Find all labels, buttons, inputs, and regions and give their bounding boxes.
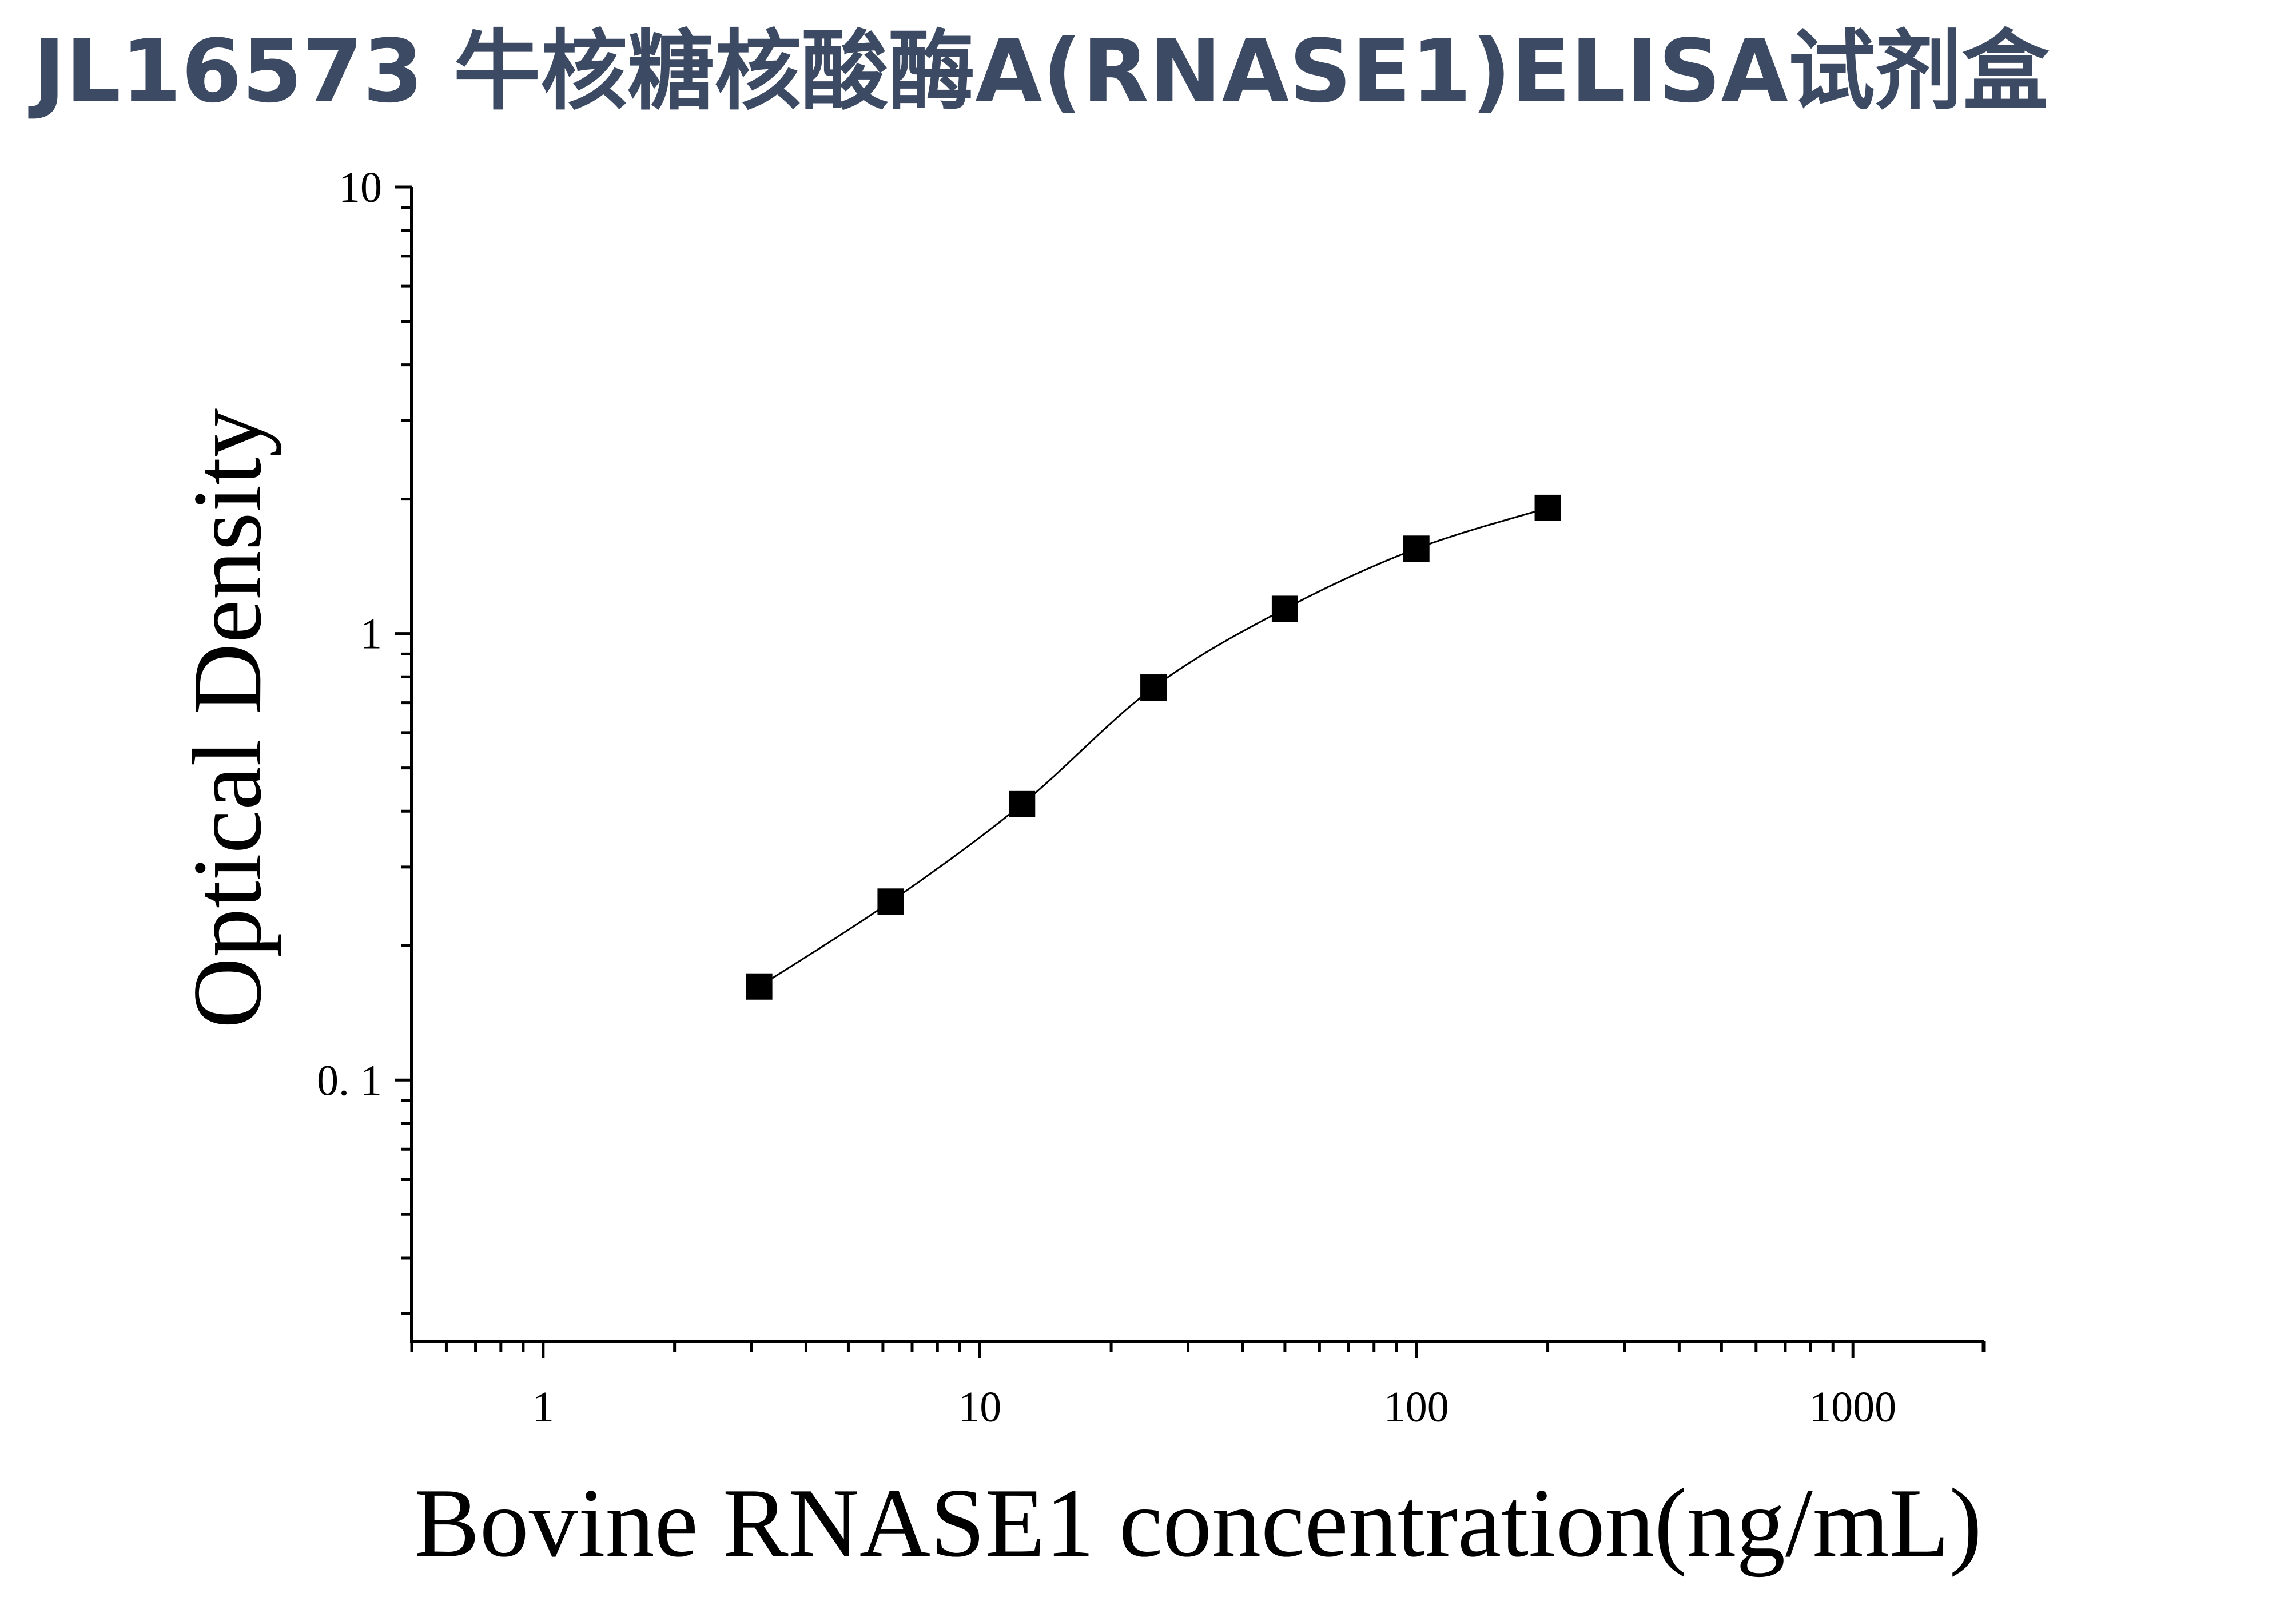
x-axis-title: Bovine RNASE1 concentration(ng/mL) <box>414 1469 1982 1578</box>
page-title: JL16573 牛核糖核酸酶A(RNASE1)ELISA试剂盒 <box>33 21 2050 122</box>
data-points <box>746 494 1561 1000</box>
data-point <box>1009 790 1036 817</box>
x-tick-label: 100 <box>1384 1383 1449 1431</box>
fit-curve-layer <box>758 507 1548 987</box>
fit-curve <box>758 507 1548 987</box>
data-point <box>1534 494 1561 521</box>
data-point <box>1140 674 1167 701</box>
tick-labels: 1 10 100 1000 10 1 0. 1 <box>317 164 1896 1431</box>
x-tick-label: 1000 <box>1809 1383 1896 1431</box>
axes <box>395 185 1986 1358</box>
y-axis-title: Optical Density <box>173 408 282 1028</box>
y-tick-label: 10 <box>339 164 382 212</box>
x-tick-label: 10 <box>958 1383 1001 1431</box>
x-tick-label: 1 <box>532 1383 554 1431</box>
y-tick-label: 1 <box>360 610 382 658</box>
data-point <box>877 888 904 915</box>
data-point <box>1403 535 1430 562</box>
data-point <box>746 973 773 1000</box>
y-tick-label: 0. 1 <box>317 1056 382 1105</box>
data-point <box>1271 595 1298 622</box>
